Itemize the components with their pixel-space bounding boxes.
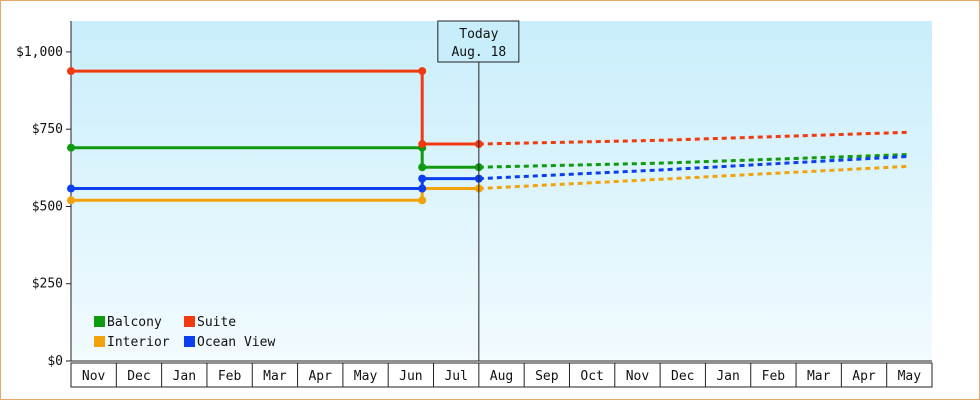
y-tick-label: $750	[32, 122, 63, 137]
legend-label: Balcony	[107, 315, 162, 330]
series-line-interior	[71, 187, 479, 202]
today-date: Aug. 18	[451, 45, 506, 60]
plot-area	[71, 21, 932, 361]
x-tick-label: Jan	[716, 369, 739, 384]
legend-swatch	[184, 336, 195, 347]
legend-label: Suite	[197, 315, 236, 330]
legend: Balcony Suite Interior Ocean View	[94, 315, 275, 350]
series-forecast-balcony	[478, 153, 910, 169]
x-tick-label: Feb	[218, 369, 242, 384]
series-point	[67, 196, 75, 205]
x-tick-label: Aug	[490, 369, 513, 384]
y-axis: $0 $250 $500 $750 $1,000	[16, 21, 72, 369]
today-box	[437, 20, 520, 63]
x-axis: Nov Dec Jan Feb Mar Apr May Jun Jul Aug Sep Oct Nov D…	[70, 360, 933, 388]
series-line-ocean-view	[71, 177, 479, 191]
y-tick-label: $0	[47, 354, 63, 369]
legend-swatch	[94, 336, 105, 347]
y-tick-label: $500	[32, 199, 63, 214]
series-point	[418, 184, 427, 193]
today-label: Today	[459, 27, 498, 42]
x-tick-label: May	[898, 369, 922, 384]
x-tick-label: Sep	[535, 369, 559, 384]
series-forecast-interior	[478, 164, 910, 191]
x-tick-label: Nov	[82, 369, 106, 384]
x-tick-label: Jan	[173, 369, 196, 384]
y-tick-label: $1,000	[16, 45, 63, 60]
legend-label: Interior	[107, 335, 170, 350]
x-tick-label: Nov	[626, 369, 650, 384]
x-tick-label: Dec	[671, 369, 694, 384]
legend-swatch	[184, 316, 195, 327]
series-line-balcony	[71, 146, 479, 169]
x-tick-label: Apr	[852, 369, 876, 384]
x-tick-label: May	[354, 369, 378, 384]
x-tick-label: Jun	[399, 369, 422, 384]
series-line-suite	[71, 69, 479, 146]
x-tick-label: Apr	[308, 369, 332, 384]
x-tick-label: Dec	[127, 369, 150, 384]
today-marker: Today Aug. 18	[437, 20, 520, 361]
legend-label: Ocean View	[197, 335, 275, 350]
month-strip	[70, 362, 933, 388]
series-point	[418, 67, 427, 76]
series-point	[418, 196, 427, 205]
x-tick-label: Oct	[580, 369, 603, 384]
series-forecast-ocean-view	[478, 154, 910, 181]
series-point	[67, 67, 75, 76]
legend-swatch	[94, 316, 105, 327]
x-tick-label: Mar	[807, 369, 831, 384]
series-point	[67, 184, 75, 193]
y-tick-label: $250	[32, 277, 63, 292]
x-tick-label: Jul	[444, 369, 467, 384]
x-tick-label: Mar	[263, 369, 287, 384]
series-point	[418, 174, 427, 183]
series-point	[67, 143, 75, 152]
series-forecast-suite	[478, 130, 910, 146]
series-point	[418, 163, 427, 172]
x-tick-label: Feb	[762, 369, 786, 384]
series-point	[418, 140, 427, 149]
